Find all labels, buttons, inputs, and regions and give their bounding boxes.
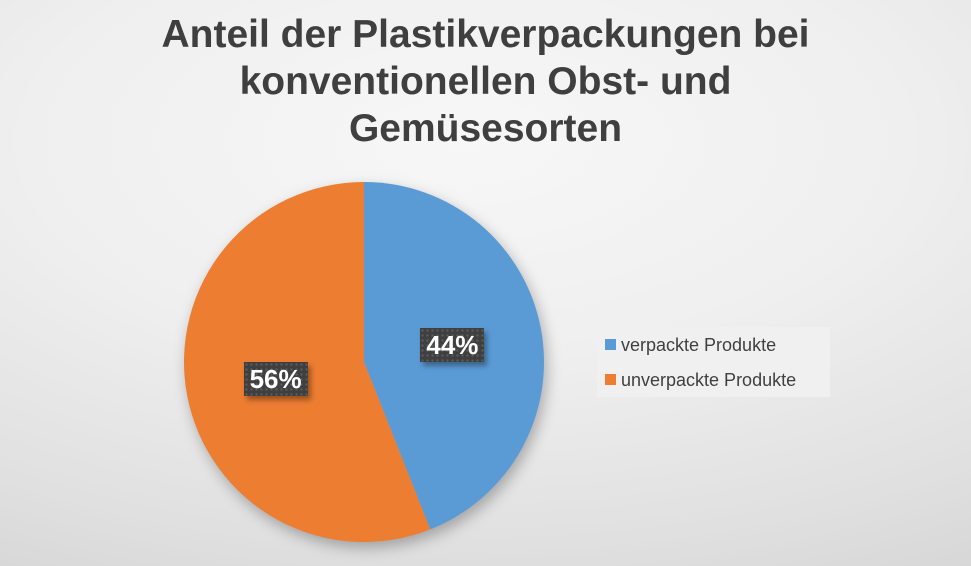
pie-chart-plot-area: 44% 56% [164, 162, 564, 562]
legend-swatch-orange-icon [605, 374, 616, 385]
legend-item-verpackte-produkte: verpackte Produkte [605, 335, 830, 355]
legend-label-unverpackte-produkte: unverpackte Produkte [621, 369, 797, 390]
chart-title-line-3: Gemüsesorten [348, 107, 623, 150]
pie-data-label-unverpackte-produkte: 56% [243, 361, 308, 396]
pie-chart-canvas [183, 182, 544, 542]
legend-swatch-blue-icon [605, 339, 616, 350]
chart-title-line-2: konventionellen Obst- und [239, 60, 732, 103]
chart-title: Anteil der Plastikverpackungen bei konve… [0, 11, 971, 152]
legend-item-unverpackte-produkte: unverpackte Produkte [605, 370, 830, 390]
chart-legend: verpackte Produkte unverpackte Produkte [597, 327, 830, 397]
legend-label-verpackte-produkte: verpackte Produkte [621, 334, 777, 355]
chart-title-line-1: Anteil der Plastikverpackungen bei [161, 13, 810, 56]
pie-data-label-verpackte-produkte: 44% [420, 328, 485, 363]
